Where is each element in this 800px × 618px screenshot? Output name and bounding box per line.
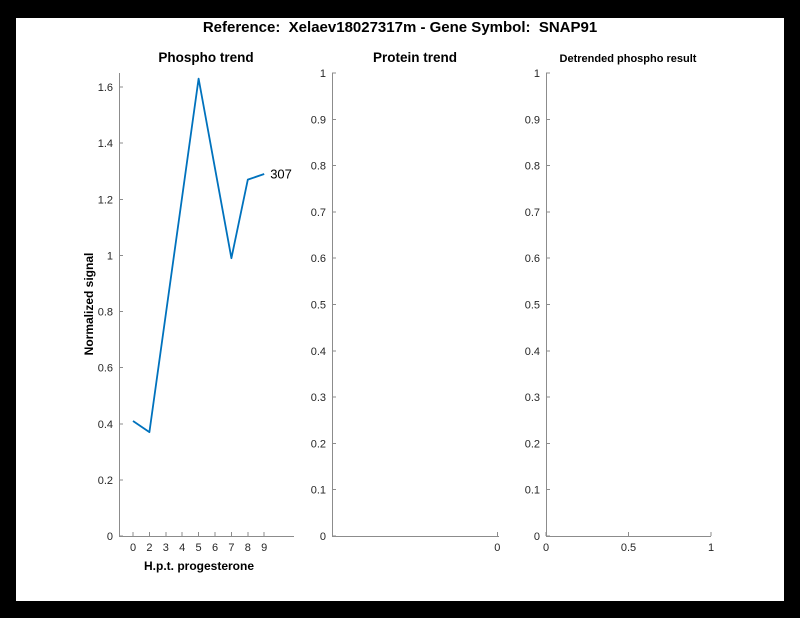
subplot1-x-axis-label: H.p.t. progesterone xyxy=(143,559,255,573)
y-tick-label: 0.2 xyxy=(311,438,326,450)
x-tick-label: 0.5 xyxy=(621,542,636,554)
y-tick-label: 0.5 xyxy=(311,300,326,312)
y-tick-label: 0 xyxy=(320,531,326,543)
x-tick-label: 2 xyxy=(146,542,152,554)
subplot1-title: Phospho trend xyxy=(158,50,254,65)
x-tick-label: 6 xyxy=(212,542,218,554)
y-tick-label: 0 xyxy=(534,531,540,543)
y-tick-label: 0.7 xyxy=(525,207,540,219)
series-end-label: 307 xyxy=(270,167,292,182)
y-tick-label: 0.8 xyxy=(98,307,113,319)
x-tick-label: 1 xyxy=(708,542,714,554)
y-tick-label: 0.8 xyxy=(525,161,540,173)
y-tick-label: 0.2 xyxy=(525,438,540,450)
x-tick-label: 9 xyxy=(261,542,267,554)
x-tick-label: 3 xyxy=(163,542,169,554)
x-tick-label: 4 xyxy=(179,542,185,554)
y-tick-label: 0.3 xyxy=(311,392,326,404)
y-tick-label: 0.9 xyxy=(525,114,540,126)
y-tick-label: 1.4 xyxy=(98,138,113,150)
trend-line xyxy=(132,77,265,434)
y-tick-label: 0.4 xyxy=(311,346,326,358)
y-tick-label: 1 xyxy=(320,68,326,80)
y-tick-label: 0.4 xyxy=(98,419,113,431)
y-tick-label: 0.6 xyxy=(525,253,540,265)
y-tick-label: 0.1 xyxy=(311,485,326,497)
subplot1-y-axis-label: Normalized signal xyxy=(82,252,96,356)
y-tick-label: 1 xyxy=(107,250,113,262)
y-tick-label: 0.3 xyxy=(525,392,540,404)
x-tick-label: 0 xyxy=(494,542,500,554)
y-tick-label: 0.1 xyxy=(525,485,540,497)
x-tick-label: 5 xyxy=(196,542,202,554)
figure-title: Reference: Xelaev18027317m - Gene Symbol… xyxy=(202,19,598,36)
y-tick-label: 0.4 xyxy=(525,346,540,358)
y-tick-label: 1.2 xyxy=(98,194,113,206)
x-tick-label: 8 xyxy=(245,542,251,554)
y-tick-label: 0.6 xyxy=(311,253,326,265)
figure-background xyxy=(16,18,784,601)
y-tick-label: 0.8 xyxy=(311,161,326,173)
y-tick-label: 1 xyxy=(534,68,540,80)
y-tick-label: 0 xyxy=(107,531,113,543)
y-tick-label: 0.5 xyxy=(525,300,540,312)
x-tick-label: 0 xyxy=(543,542,549,554)
x-tick-label: 7 xyxy=(228,542,234,554)
y-tick-label: 0.2 xyxy=(98,475,113,487)
subplot2-title: Protein trend xyxy=(372,50,458,65)
subplot3-title: Detrended phospho result xyxy=(559,53,697,65)
y-tick-label: 0.9 xyxy=(311,114,326,126)
y-tick-label: 0.6 xyxy=(98,363,113,375)
y-tick-label: 1.6 xyxy=(98,82,113,94)
y-tick-label: 0.7 xyxy=(311,207,326,219)
x-tick-label: 0 xyxy=(130,542,136,554)
